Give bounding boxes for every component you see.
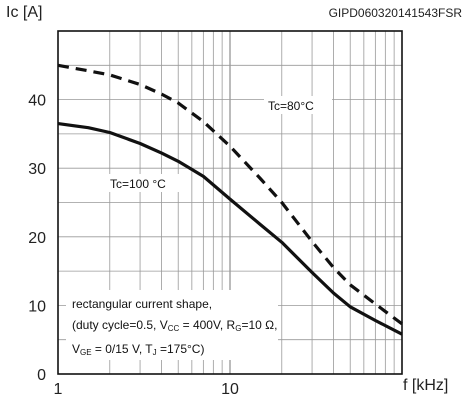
test-conditions-note: rectangular current shape, (duty cycle=0… bbox=[72, 294, 277, 363]
curve-label-tc100: Tc=100 °C bbox=[110, 177, 166, 191]
x-tick-label: 1 bbox=[54, 381, 63, 398]
y-axis-label: Ic [A] bbox=[6, 4, 43, 21]
label-pad bbox=[106, 174, 180, 192]
label-pad bbox=[264, 96, 332, 114]
y-tick-label: 30 bbox=[28, 161, 46, 178]
note-pad bbox=[66, 290, 278, 360]
y-tick-label: 0 bbox=[37, 367, 46, 384]
condition-line-3: VGE = 0/15 V, TJ =175°C) bbox=[72, 342, 205, 357]
series bbox=[57, 63, 403, 336]
plot-frame bbox=[57, 30, 403, 375]
x-axis-label: f [kHz] bbox=[403, 377, 449, 394]
y-tick-label: 10 bbox=[28, 298, 46, 315]
curve-label-tc80: Tc=80°C bbox=[268, 99, 314, 113]
condition-line-2: (duty cycle=0.5, VCC = 400V, RG=10 Ω, bbox=[72, 318, 278, 333]
curve-tc80 bbox=[57, 63, 403, 326]
curve-labels: Tc=80°C Tc=100 °C bbox=[66, 96, 332, 360]
curve-tc100 bbox=[57, 122, 403, 336]
condition-line-1: rectangular current shape, bbox=[72, 297, 213, 311]
figure-code: GIPD060320141543FSR bbox=[328, 6, 462, 20]
x-tick-label: 10 bbox=[221, 381, 239, 398]
tick-labels: 0 10 20 30 40 1 10 bbox=[28, 93, 239, 398]
y-tick-label: 20 bbox=[28, 230, 46, 247]
y-tick-label: 40 bbox=[28, 93, 46, 110]
